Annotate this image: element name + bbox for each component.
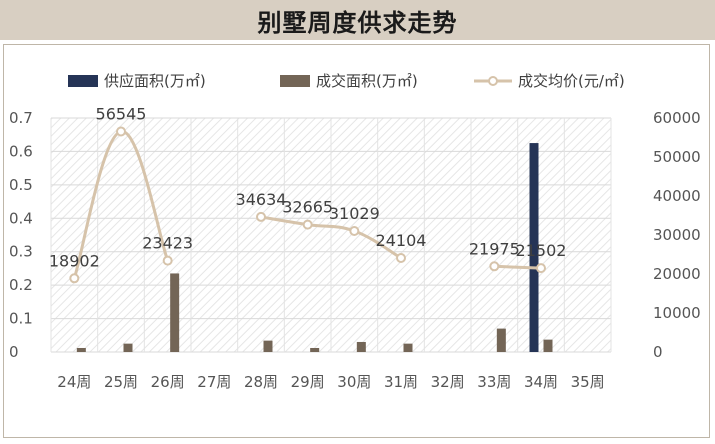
x-tick-label: 26周 [151,373,185,391]
price-point [536,263,546,274]
price-point [69,273,80,284]
x-tick-label: 24周 [57,373,91,391]
right-tick-label: 30000 [653,226,701,244]
price-point [396,252,406,263]
deal-bar [356,341,366,352]
price-data-label: 18902 [49,251,100,270]
price-data-label: 32665 [282,198,333,217]
line-series [69,126,546,284]
legend: 供应面积(万㎡) 成交面积(万㎡) 成交均价(元/㎡) [68,72,625,90]
x-tick-label: 25周 [104,373,138,391]
chart-border [3,44,710,438]
left-tick-label: 0.2 [9,276,33,294]
price-point [162,255,173,266]
deal-bar [263,340,273,352]
price-point [489,261,500,272]
legend-swatch [68,75,98,87]
price-data-label: 21975 [469,239,520,258]
price-data-label: 21502 [516,241,567,260]
deal-bar [543,339,553,352]
price-data-label: 34634 [236,190,287,209]
left-tick-label: 0.4 [9,209,33,227]
price-point [302,219,313,230]
right-tick-label: 10000 [653,304,701,322]
legend-label: 成交均价(元/㎡) [518,72,625,90]
right-tick-label: 40000 [653,187,701,205]
price-data-label: 24104 [376,231,427,250]
gridlines [50,117,612,353]
x-tick-label: 29周 [291,373,325,391]
right-tick-label: 0 [653,343,663,361]
deal-bar [310,347,320,352]
x-tick-label: 28周 [244,373,278,391]
left-axis: 0 0.1 0.2 0.3 0.4 0.5 0.6 0.7 [9,109,33,361]
x-tick-label: 35周 [571,373,605,391]
right-tick-label: 20000 [653,265,701,283]
left-tick-label: 0.6 [9,142,33,160]
right-axis: 0 10000 20000 30000 40000 50000 60000 [653,109,701,361]
x-tick-label: 32周 [431,373,465,391]
price-data-label: 23423 [142,234,193,253]
deal-bar [496,328,506,352]
x-tick-label: 30周 [337,373,371,391]
price-point [349,225,360,236]
x-tick-label: 31周 [384,373,418,391]
x-tick-label: 27周 [197,373,231,391]
x-tick-label: 33周 [477,373,511,391]
left-tick-label: 0.1 [9,310,33,328]
chart-title: 别墅周度供求走势 [257,8,458,37]
price-data-label: 31029 [329,204,380,223]
x-axis: 24周 25周 26周 27周 28周 29周 30周 31周 32周 33周 34周 35周 [57,373,604,391]
deal-bar [403,343,413,352]
title-bar: 别墅周度供求走势 [0,0,715,40]
legend-label: 供应面积(万㎡) [104,72,206,90]
deal-bar [170,273,180,352]
price-line [492,264,543,270]
bar-series [76,143,553,352]
price-point [256,211,266,222]
supply-bar [529,143,539,352]
left-tick-label: 0.7 [9,109,33,127]
left-tick-label: 0 [9,343,19,361]
legend-swatch [280,75,310,87]
deal-bar [123,343,133,352]
left-tick-label: 0.3 [9,243,33,261]
right-tick-label: 50000 [653,148,701,166]
deal-bar [76,347,86,352]
price-data-label: 56545 [96,104,147,123]
left-tick-label: 0.5 [9,176,33,194]
legend-label: 成交面积(万㎡) [316,72,418,90]
x-tick-label: 34周 [524,373,558,391]
price-point [116,126,126,137]
legend-marker [488,76,498,86]
price-line [259,215,403,260]
right-tick-label: 60000 [653,109,701,127]
